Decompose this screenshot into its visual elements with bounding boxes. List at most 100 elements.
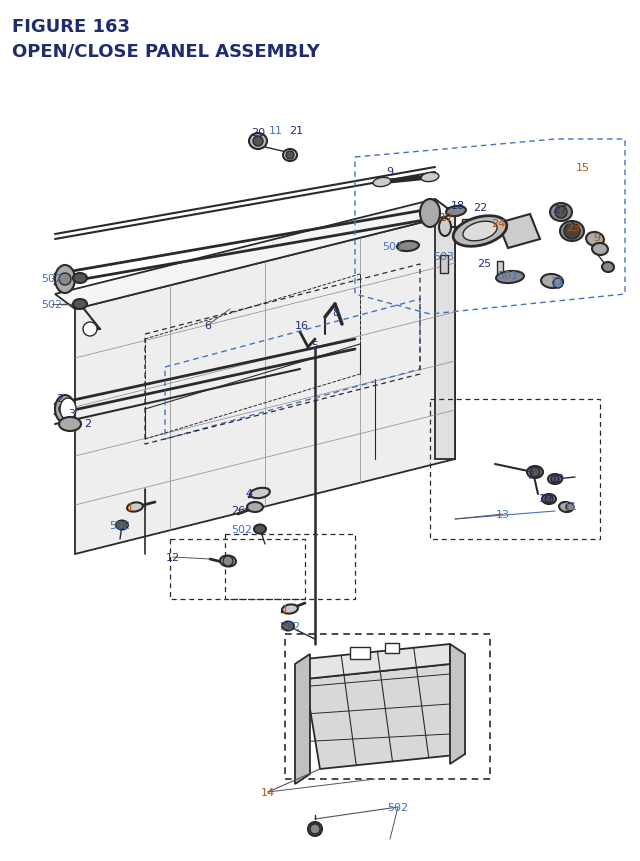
Ellipse shape <box>250 488 270 499</box>
Circle shape <box>253 137 263 147</box>
Circle shape <box>310 824 320 834</box>
Ellipse shape <box>283 150 297 162</box>
Polygon shape <box>305 644 450 679</box>
Ellipse shape <box>446 207 466 217</box>
Text: 10: 10 <box>551 474 565 483</box>
Circle shape <box>59 404 71 416</box>
Ellipse shape <box>127 503 143 512</box>
Text: 5: 5 <box>312 341 319 350</box>
Circle shape <box>223 556 233 567</box>
Circle shape <box>551 475 559 483</box>
Text: 9: 9 <box>593 232 600 243</box>
Text: 20: 20 <box>251 127 265 138</box>
Text: 18: 18 <box>451 201 465 211</box>
Circle shape <box>566 504 574 511</box>
Ellipse shape <box>463 222 497 242</box>
Text: 1: 1 <box>127 503 134 512</box>
Text: OPEN/CLOSE PANEL ASSEMBLY: OPEN/CLOSE PANEL ASSEMBLY <box>12 42 320 60</box>
Text: 13: 13 <box>496 510 510 519</box>
Text: 12: 12 <box>166 553 180 562</box>
Polygon shape <box>435 200 455 460</box>
Ellipse shape <box>73 274 87 283</box>
Ellipse shape <box>496 271 524 284</box>
Ellipse shape <box>397 242 419 251</box>
Ellipse shape <box>527 467 543 479</box>
Text: 501: 501 <box>383 242 403 251</box>
Ellipse shape <box>592 244 608 256</box>
Text: 17: 17 <box>440 213 454 223</box>
Ellipse shape <box>560 222 584 242</box>
Circle shape <box>286 152 294 160</box>
Ellipse shape <box>254 525 266 534</box>
Circle shape <box>545 495 553 504</box>
Text: 26: 26 <box>231 505 245 516</box>
Text: 502: 502 <box>232 524 253 535</box>
Text: 7: 7 <box>527 470 534 480</box>
Text: 14: 14 <box>261 787 275 797</box>
Ellipse shape <box>247 503 263 512</box>
Text: 2: 2 <box>56 393 63 404</box>
Polygon shape <box>295 654 310 784</box>
Text: 15: 15 <box>576 163 590 173</box>
Ellipse shape <box>542 494 556 505</box>
Ellipse shape <box>308 822 322 836</box>
Text: 6: 6 <box>205 320 211 331</box>
Ellipse shape <box>282 622 294 631</box>
Text: 23: 23 <box>566 223 580 232</box>
Ellipse shape <box>220 556 236 567</box>
Text: 502: 502 <box>280 622 301 631</box>
Text: 11: 11 <box>564 501 578 511</box>
Ellipse shape <box>439 219 451 237</box>
Bar <box>440 256 448 274</box>
Polygon shape <box>305 664 465 769</box>
Text: 501: 501 <box>497 270 518 281</box>
Text: 502: 502 <box>109 520 131 530</box>
Circle shape <box>555 207 567 219</box>
Text: 3: 3 <box>68 408 76 418</box>
Bar <box>497 262 503 280</box>
Text: 8: 8 <box>332 307 340 318</box>
Ellipse shape <box>373 178 391 188</box>
Circle shape <box>564 224 580 239</box>
Text: 2: 2 <box>84 418 92 429</box>
Circle shape <box>59 274 71 286</box>
Text: 11: 11 <box>551 276 565 287</box>
Polygon shape <box>450 644 465 764</box>
Ellipse shape <box>59 418 81 431</box>
Text: 4: 4 <box>245 488 253 499</box>
Text: 503: 503 <box>433 251 454 262</box>
Text: 24: 24 <box>491 219 505 229</box>
Ellipse shape <box>282 604 298 614</box>
Polygon shape <box>55 200 455 310</box>
Circle shape <box>83 323 97 337</box>
Ellipse shape <box>420 200 440 228</box>
Text: 21: 21 <box>289 126 303 136</box>
Circle shape <box>530 468 540 478</box>
Bar <box>462 220 468 233</box>
Text: 9: 9 <box>387 167 394 177</box>
Text: 502: 502 <box>42 300 63 310</box>
Ellipse shape <box>116 521 128 530</box>
Ellipse shape <box>55 266 75 294</box>
Ellipse shape <box>602 263 614 273</box>
Ellipse shape <box>541 275 563 288</box>
Ellipse shape <box>249 133 267 150</box>
Polygon shape <box>498 214 540 249</box>
Text: 19: 19 <box>539 493 553 504</box>
Text: 502: 502 <box>387 802 408 812</box>
Text: FIGURE 163: FIGURE 163 <box>12 18 130 36</box>
Ellipse shape <box>586 232 604 247</box>
Text: 27: 27 <box>553 205 567 214</box>
Ellipse shape <box>548 474 562 485</box>
Bar <box>385 643 399 653</box>
Text: 25: 25 <box>477 258 491 269</box>
Text: 11: 11 <box>269 126 283 136</box>
Text: 1: 1 <box>282 604 289 614</box>
Ellipse shape <box>550 204 572 222</box>
Polygon shape <box>75 214 455 554</box>
Text: 502: 502 <box>42 274 63 283</box>
Ellipse shape <box>421 173 439 183</box>
Ellipse shape <box>60 399 76 420</box>
Ellipse shape <box>55 395 75 424</box>
Ellipse shape <box>559 502 573 512</box>
